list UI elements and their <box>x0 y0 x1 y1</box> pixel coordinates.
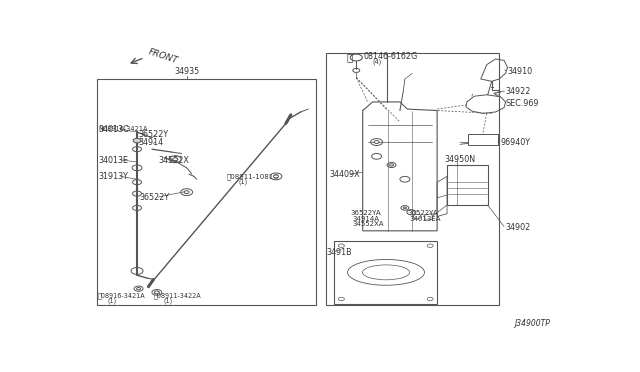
Text: 34409X: 34409X <box>330 170 360 179</box>
Text: 34910: 34910 <box>508 67 532 76</box>
Text: 34552X: 34552X <box>158 155 189 164</box>
Text: 34552XA: 34552XA <box>352 221 384 227</box>
Text: FRONT: FRONT <box>147 47 179 65</box>
Bar <box>97 79 316 305</box>
Text: 34902: 34902 <box>506 224 531 232</box>
Bar <box>326 53 499 305</box>
Circle shape <box>390 164 394 166</box>
Text: 96940Y: 96940Y <box>500 138 530 147</box>
Text: 36522Y: 36522Y <box>138 130 168 140</box>
Circle shape <box>136 288 141 290</box>
Text: (4): (4) <box>372 58 382 65</box>
Text: J34900TP: J34900TP <box>514 318 550 328</box>
Text: N08916-3421A: N08916-3421A <box>99 126 148 132</box>
Bar <box>468 134 498 145</box>
Text: Ⓑ: Ⓑ <box>346 52 353 62</box>
Text: 36522Y: 36522Y <box>140 193 170 202</box>
Circle shape <box>403 207 406 209</box>
Circle shape <box>184 191 189 193</box>
Bar <box>447 165 488 205</box>
Text: 36522YA: 36522YA <box>408 210 438 216</box>
Text: (1): (1) <box>239 179 248 185</box>
Text: 34013EA: 34013EA <box>410 217 442 222</box>
Text: 34935: 34935 <box>174 67 199 76</box>
Text: SEC.969: SEC.969 <box>506 99 539 108</box>
Circle shape <box>273 175 278 178</box>
Text: ⓝ08911-3422A: ⓝ08911-3422A <box>154 292 201 299</box>
Text: 34914: 34914 <box>138 138 163 147</box>
Circle shape <box>173 158 178 161</box>
Circle shape <box>154 291 159 294</box>
Circle shape <box>133 138 141 143</box>
Text: 36522YA: 36522YA <box>350 210 381 216</box>
Text: 34922: 34922 <box>506 87 531 96</box>
Text: 34914A: 34914A <box>352 215 380 221</box>
Text: (1): (1) <box>163 298 172 304</box>
Text: 34950N: 34950N <box>445 155 476 164</box>
Text: 08146-6162G: 08146-6162G <box>364 52 418 61</box>
Text: (1): (1) <box>108 298 116 304</box>
Text: 34013C: 34013C <box>99 125 129 134</box>
Text: ⓝ08911-1081G: ⓝ08911-1081G <box>227 173 279 180</box>
Text: ⓝ08916-3421A: ⓝ08916-3421A <box>97 292 145 299</box>
Text: 3491B: 3491B <box>326 248 352 257</box>
Circle shape <box>374 141 379 144</box>
Text: 34013E: 34013E <box>99 155 129 164</box>
Text: 31913Y: 31913Y <box>99 173 129 182</box>
